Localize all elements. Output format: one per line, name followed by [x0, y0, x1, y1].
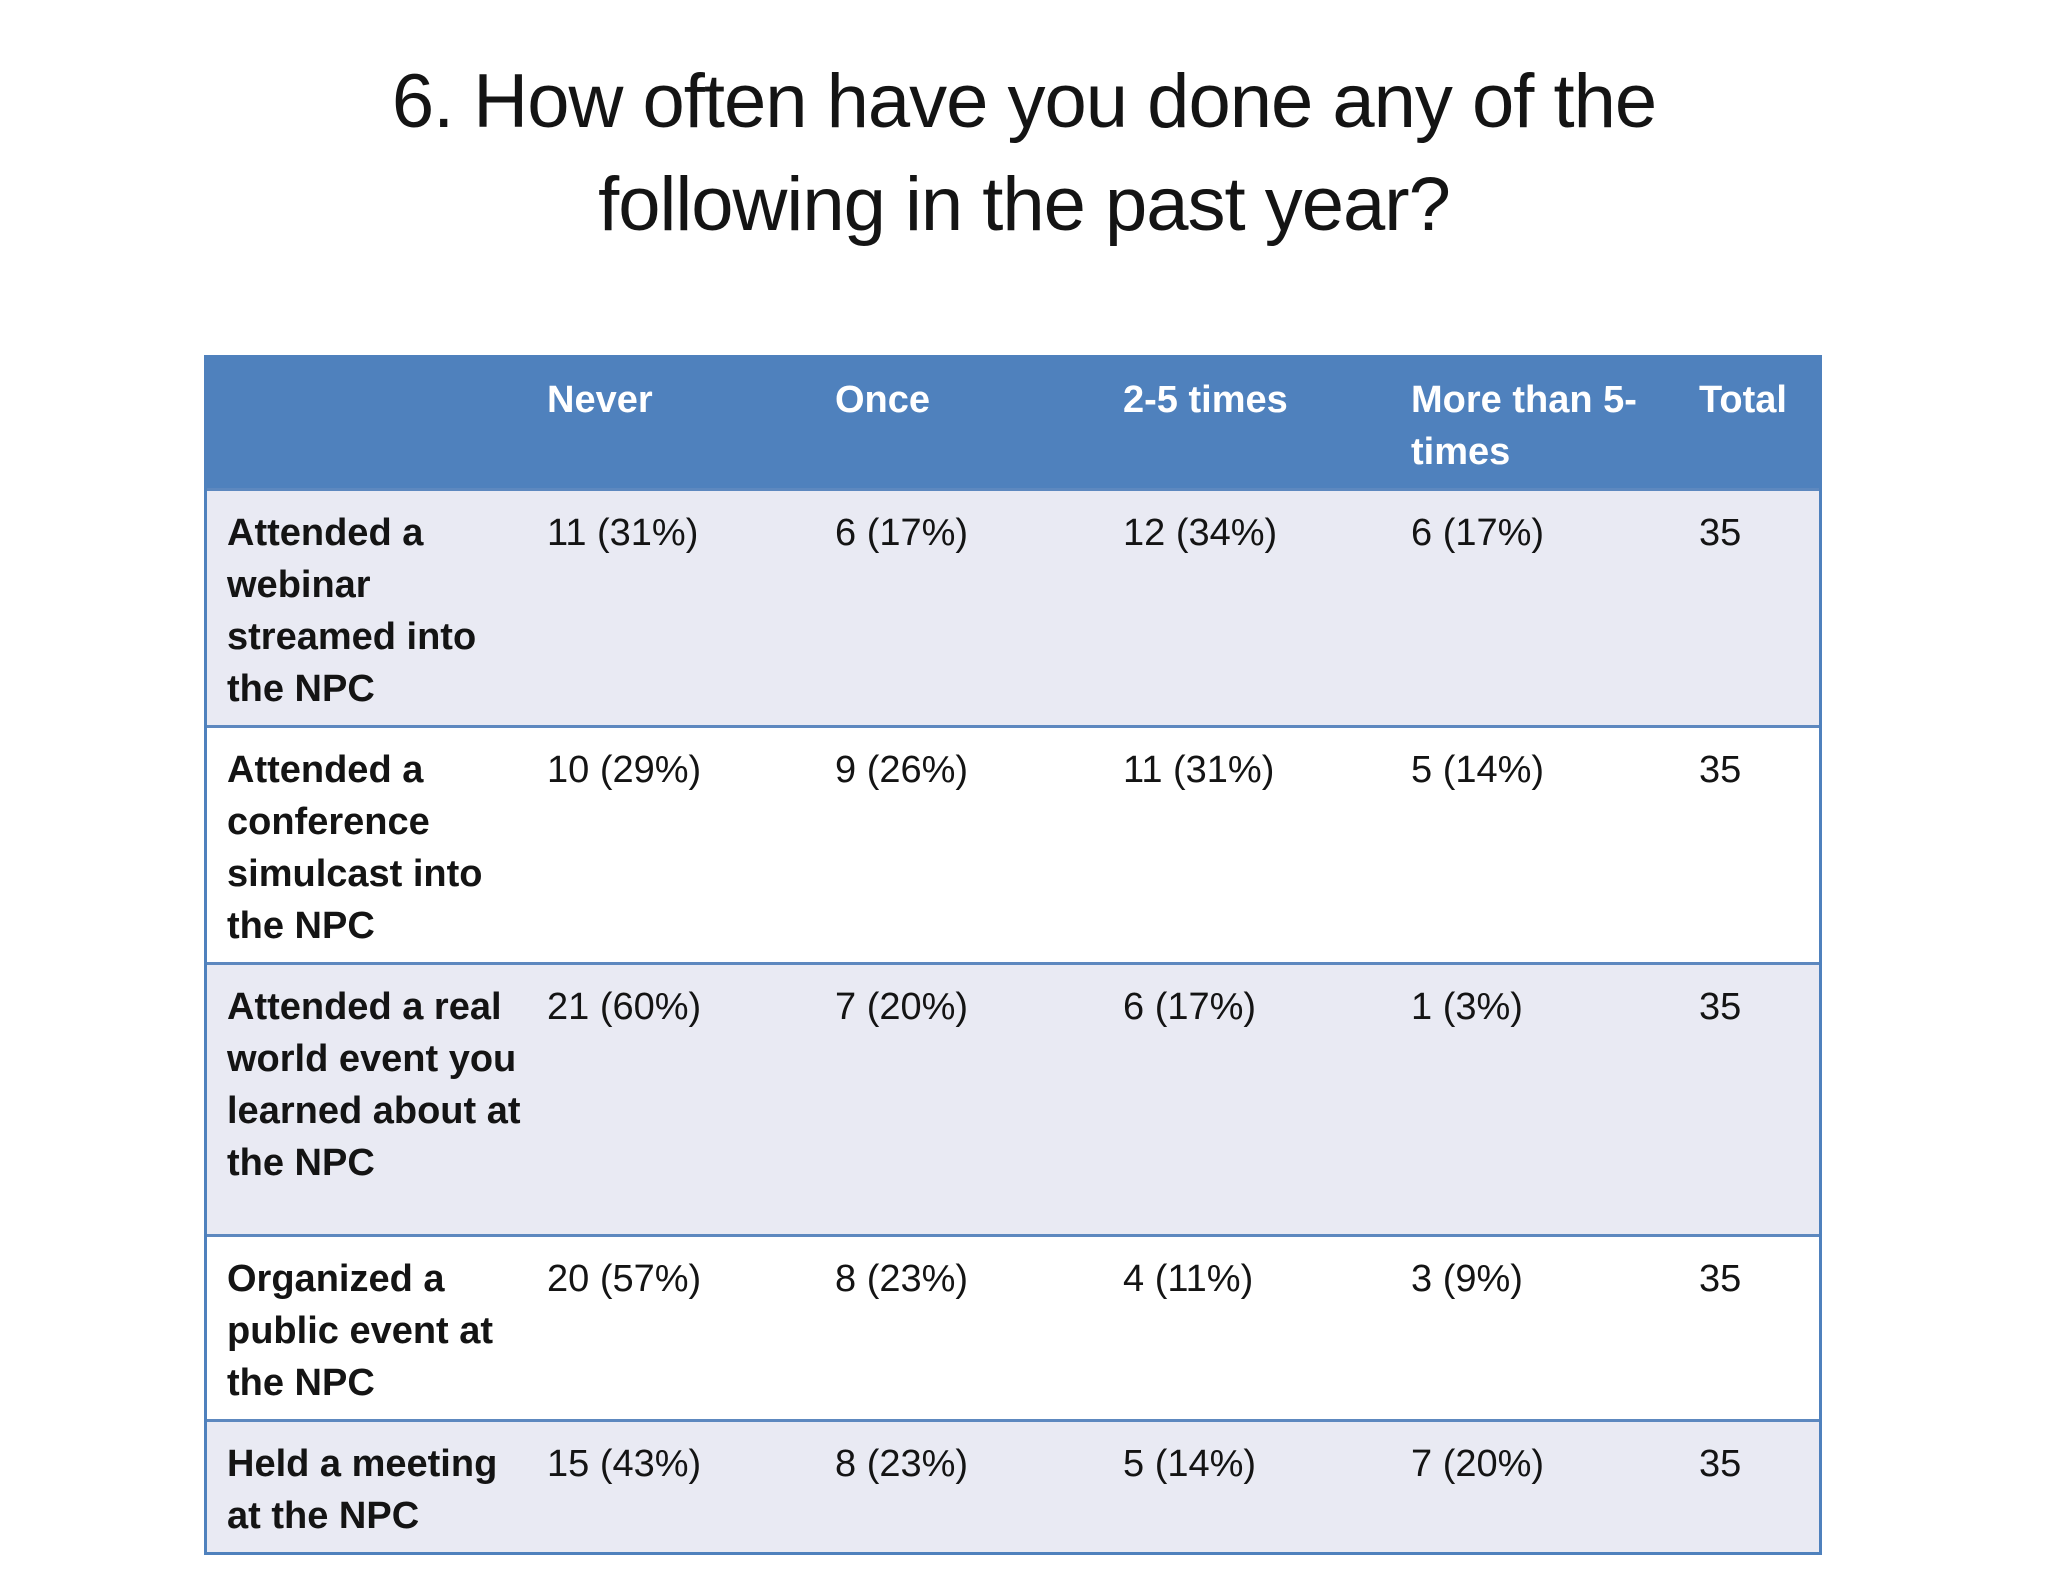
- data-cell: 3 (9%): [1411, 1258, 1523, 1300]
- data-cell: 7 (20%): [1411, 1443, 1545, 1485]
- table-row: Attended a conference simulcast into the…: [207, 725, 1819, 962]
- header-cell-2-5-times: 2-5 times: [1123, 379, 1288, 421]
- data-cell: 35: [1699, 749, 1742, 791]
- data-cell: 35: [1699, 1258, 1742, 1300]
- data-cell: 6 (17%): [1411, 512, 1545, 554]
- data-cell: 8 (23%): [835, 1443, 969, 1485]
- row-label: Attended a conference simulcast into the…: [227, 749, 483, 947]
- header-cell-never: Never: [547, 379, 653, 421]
- results-table: Never Once 2-5 times More than 5-times T…: [204, 355, 1822, 1555]
- row-label: Attended a webinar streamed into the NPC: [227, 512, 477, 710]
- row-label: Attended a real world event you learned …: [227, 986, 521, 1184]
- header-cell-once: Once: [835, 379, 931, 421]
- data-cell: 7 (20%): [835, 986, 969, 1028]
- data-cell: 12 (34%): [1123, 512, 1278, 554]
- header-cell-blank: [207, 358, 533, 488]
- data-cell: 8 (23%): [835, 1258, 969, 1300]
- header-cell-more-than-5-times: More than 5-times: [1411, 379, 1637, 473]
- table-header-row: Never Once 2-5 times More than 5-times T…: [207, 358, 1819, 488]
- data-cell: 5 (14%): [1411, 749, 1545, 791]
- data-cell: 35: [1699, 1443, 1742, 1485]
- table-row: Attended a real world event you learned …: [207, 962, 1819, 1234]
- data-cell: 11 (31%): [547, 512, 699, 554]
- slide-title: 6. How often have you done any of the fo…: [391, 59, 1657, 248]
- data-cell: 15 (43%): [547, 1443, 702, 1485]
- data-cell: 11 (31%): [1123, 749, 1275, 791]
- data-cell: 9 (26%): [835, 749, 969, 791]
- slide: 6. How often have you done any of the fo…: [0, 50, 2048, 1555]
- header-cell-total: Total: [1699, 379, 1787, 421]
- data-cell: 6 (17%): [1123, 986, 1257, 1028]
- row-label: Organized a public event at the NPC: [227, 1258, 494, 1404]
- data-cell: 6 (17%): [835, 512, 969, 554]
- row-label: Held a meeting at the NPC: [227, 1443, 498, 1537]
- data-cell: 35: [1699, 986, 1742, 1028]
- data-cell: 4 (11%): [1123, 1258, 1254, 1300]
- table-row: Organized a public event at the NPC 20 (…: [207, 1234, 1819, 1419]
- data-cell: 35: [1699, 512, 1742, 554]
- data-cell: 21 (60%): [547, 986, 702, 1028]
- data-cell: 20 (57%): [547, 1258, 702, 1300]
- table-row: Held a meeting at the NPC 15 (43%) 8 (23…: [207, 1419, 1819, 1552]
- data-cell: 1 (3%): [1411, 986, 1523, 1028]
- data-cell: 10 (29%): [547, 749, 702, 791]
- table-row: Attended a webinar streamed into the NPC…: [207, 488, 1819, 725]
- data-cell: 5 (14%): [1123, 1443, 1257, 1485]
